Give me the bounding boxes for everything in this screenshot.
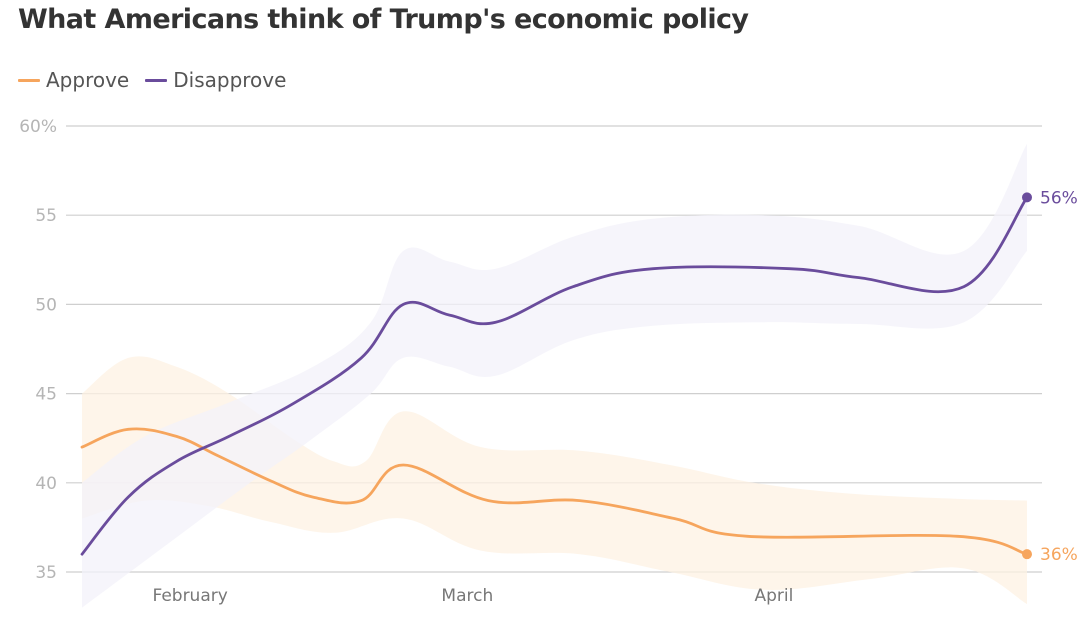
x-tick-label: February (152, 586, 227, 606)
series-line-disapprove (80, 196, 1029, 556)
legend: Approve Disapprove (18, 68, 302, 92)
legend-label-disapprove: Disapprove (173, 68, 287, 92)
x-tick-label: March (441, 586, 493, 606)
endpoint-dot-approve (1022, 549, 1032, 560)
endpoint-dot-disapprove (1022, 192, 1032, 203)
y-tick-label: 35 (35, 563, 57, 583)
y-tick-label: 45 (35, 385, 57, 405)
confidence-bands (82, 143, 1027, 608)
series-endpoints: 36% 56% (1022, 188, 1078, 565)
y-tick-label: 55 (35, 206, 57, 226)
chart-title: What Americans think of Trump's economic… (18, 4, 749, 35)
endpoint-label-disapprove: 56% (1040, 188, 1078, 208)
legend-label-approve: Approve (46, 68, 130, 92)
confidence-band-approve (82, 356, 1027, 605)
legend-item-disapprove: Disapprove (145, 68, 286, 92)
legend-swatch-approve (18, 78, 40, 82)
x-axis-ticks: February March April (152, 586, 793, 606)
y-axis-ticks: 35 40 45 50 55 60% (19, 117, 57, 583)
series-lines (80, 196, 1029, 556)
y-tick-label: 60% (19, 117, 57, 137)
y-tick-label: 40 (35, 474, 57, 494)
x-tick-label: April (755, 586, 794, 606)
y-tick-label: 50 (35, 295, 57, 315)
series-line-approve (80, 427, 1029, 556)
legend-swatch-disapprove (145, 78, 168, 82)
legend-item-approve: Approve (18, 68, 129, 92)
confidence-band-disapprove (82, 143, 1027, 608)
endpoint-label-approve: 36% (1040, 545, 1078, 565)
